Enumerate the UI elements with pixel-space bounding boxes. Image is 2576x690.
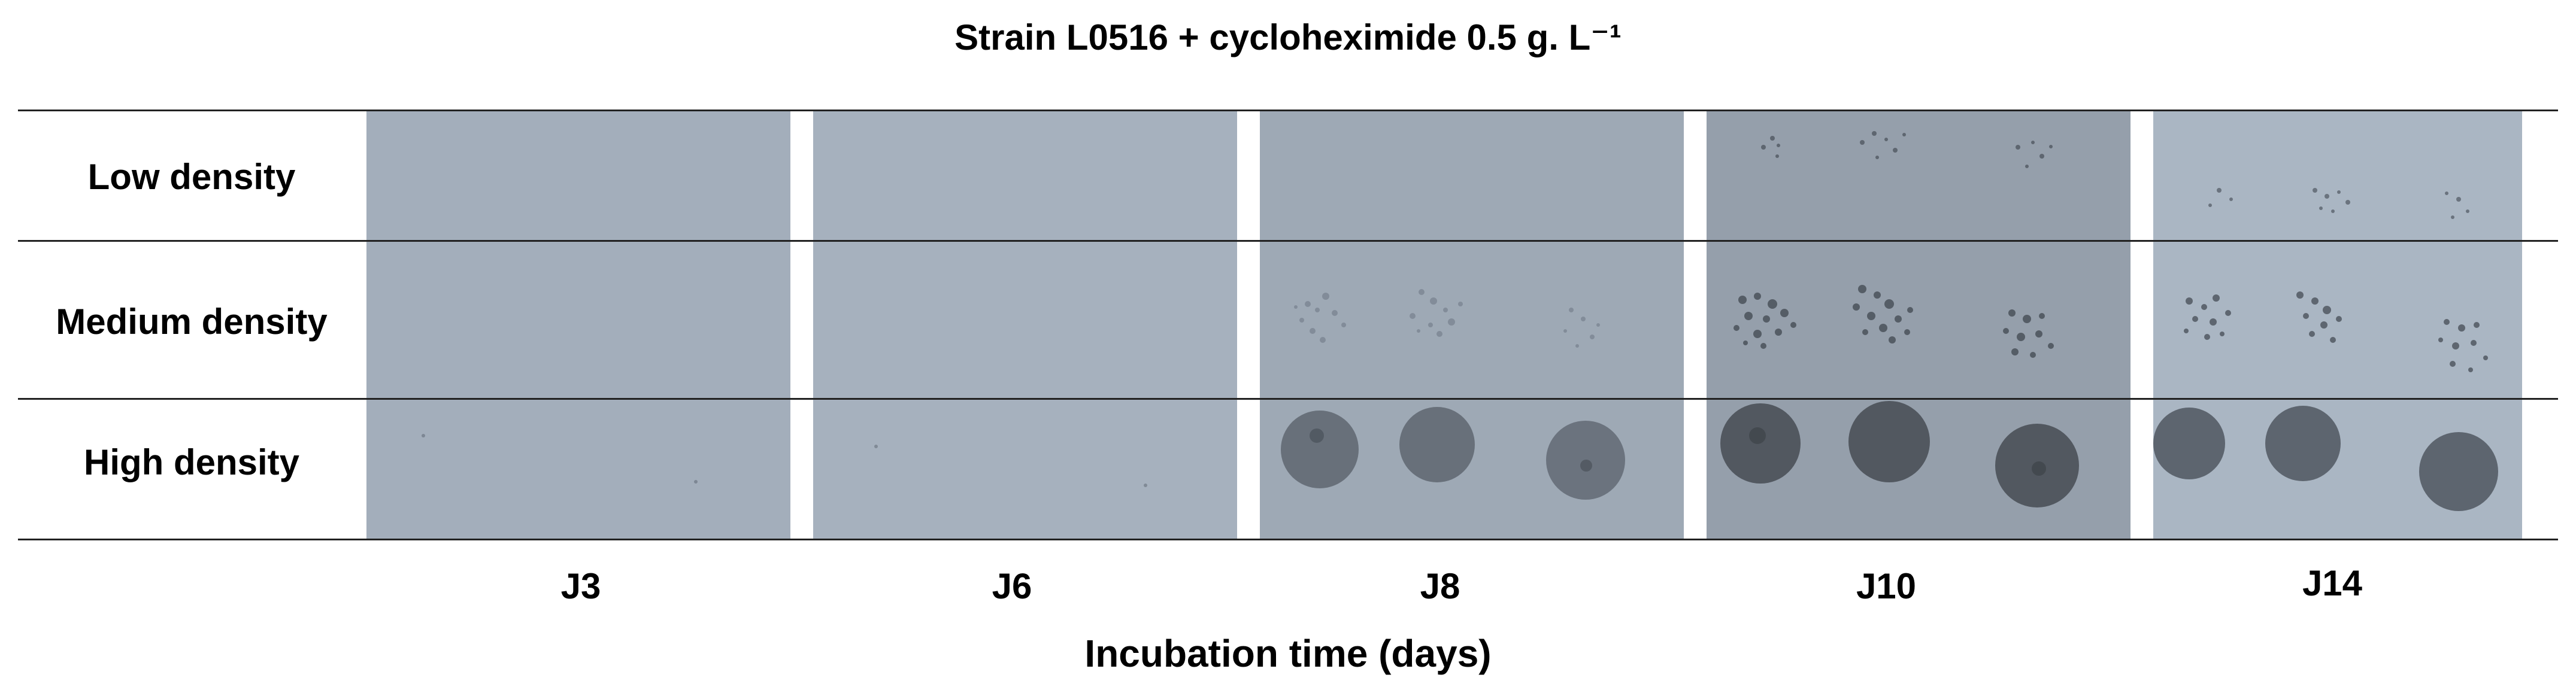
x-axis-label: Incubation time (days) <box>1084 632 1492 675</box>
panel-j14 <box>2153 110 2522 540</box>
row-label-medium: Medium density <box>56 302 328 342</box>
col-label-j14: J14 <box>2302 563 2363 603</box>
rule-top <box>18 110 2558 111</box>
col-label-j8: J8 <box>1420 566 1460 606</box>
panel-j10-art <box>1720 131 2079 507</box>
col-label-j10: J10 <box>1856 566 1917 606</box>
row-label-high: High density <box>83 442 300 482</box>
col-label-j6: J6 <box>992 566 1032 606</box>
rule-bottom <box>18 539 2558 540</box>
panel-j3-art <box>422 434 698 484</box>
col-label-j3: J3 <box>560 566 601 606</box>
panel-j8 <box>1260 110 1684 540</box>
panel-j10 <box>1707 110 2130 540</box>
figure-title: Strain L0516 + cycloheximide 0.5 g. L⁻¹ <box>954 17 1622 57</box>
panel-j3 <box>366 110 790 540</box>
panel-j6-art <box>874 445 1147 487</box>
panel-j8-art <box>1281 289 1625 500</box>
row-label-low: Low density <box>87 157 296 197</box>
plate-grid: Low density Medium density High density <box>18 110 2558 540</box>
rule-row2 <box>18 398 2558 400</box>
panel-j14-art <box>2153 188 2498 511</box>
rule-row1 <box>18 240 2558 242</box>
panel-j6 <box>813 110 1237 540</box>
